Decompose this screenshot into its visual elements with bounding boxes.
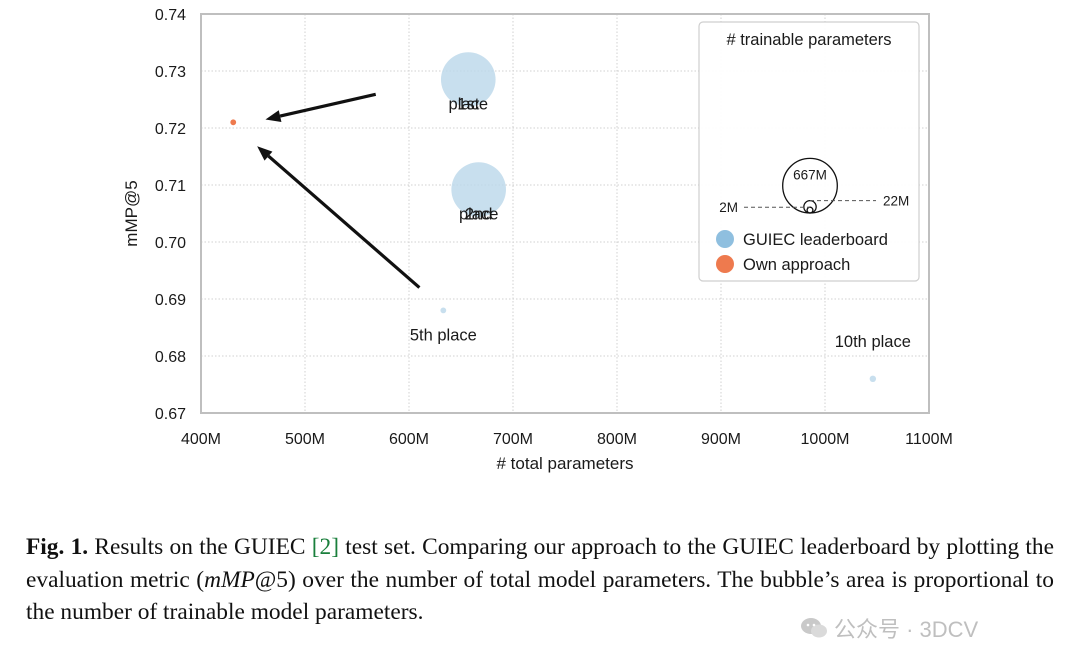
leaderboard-bubble — [440, 52, 496, 107]
caption-label: Fig. 1. — [26, 534, 89, 560]
legend-entry-label: Own approach — [743, 256, 850, 274]
y-tick-label: 0.68 — [155, 349, 186, 366]
x-tick-label: 1100M — [905, 431, 953, 448]
y-tick-label: 0.72 — [155, 121, 186, 138]
wechat-icon — [801, 618, 827, 638]
legend: # trainable parameters 667M 22M 2M GUIEC lea… — [698, 21, 920, 282]
x-tick-label: 400M — [181, 431, 221, 448]
arrow-head — [265, 110, 282, 122]
watermark-text: 公众号 · 3DCV — [834, 617, 979, 642]
plot-frame — [200, 13, 930, 414]
y-axis-label: mMP@5 — [122, 180, 141, 246]
arrow-layer — [257, 92, 421, 289]
watermark: 公众号 · 3DCV — [800, 612, 978, 644]
legend-marker-own — [716, 255, 734, 273]
x-tick-label: 800M — [597, 431, 637, 448]
caption-text-2: test set. Comparing our approach to the … — [26, 534, 1054, 593]
legend-size-label: 667M — [793, 168, 827, 183]
legend-marker-leaderboard — [716, 230, 734, 248]
legend-size-label: 2M — [719, 200, 738, 215]
bubble-layer — [230, 52, 877, 383]
bubble-label: 5th place — [410, 326, 477, 344]
bubble-chart: 400M 500M 600M 700M 800M 900M 1000M 1100M 0.670… — [122, 7, 953, 473]
caption-text-1: Results on the GUIEC — [88, 534, 312, 560]
x-tick-labels: 400M 500M 600M 700M 800M 900M 1000M 1100M — [181, 431, 953, 448]
y-tick-label: 0.73 — [155, 64, 186, 81]
bubble-label: place — [449, 96, 488, 114]
bubble-label: place — [459, 206, 498, 224]
leaderboard-bubble — [451, 162, 506, 217]
legend-entry-label: GUIEC leaderboard — [743, 231, 888, 249]
x-tick-label: 500M — [285, 431, 325, 448]
leaderboard-bubble — [869, 375, 877, 383]
y-tick-label: 0.69 — [155, 292, 186, 309]
bubble-label: 2nd — [465, 206, 493, 224]
x-tick-label: 1000M — [801, 431, 850, 448]
x-tick-label: 700M — [493, 431, 533, 448]
y-tick-labels: 0.67 0.68 0.69 0.70 0.71 0.72 0.73 0.74 — [155, 7, 186, 423]
y-tick-label: 0.71 — [155, 178, 186, 195]
x-axis-label: # total parameters — [496, 454, 633, 473]
caption-text-3: @5) over the number of total model param… — [26, 566, 1054, 626]
bubble-label: 10th place — [835, 333, 911, 351]
x-tick-label: 600M — [389, 431, 429, 448]
own-approach-bubble — [230, 119, 237, 126]
y-tick-label: 0.74 — [155, 7, 186, 24]
caption-math: mMP — [204, 566, 255, 593]
x-tick-label: 900M — [701, 431, 741, 448]
figure-caption: Fig. 1. Results on the GUIEC [2] test se… — [26, 531, 1054, 629]
legend-size-label: 22M — [883, 194, 909, 209]
y-tick-label: 0.67 — [155, 406, 186, 423]
arrow-shaft — [267, 154, 421, 289]
bubble-label: 1st — [457, 96, 479, 114]
arrow-shaft — [279, 92, 377, 118]
arrow-head — [257, 146, 273, 161]
caption-reference-link[interactable]: [2] — [311, 534, 340, 560]
y-tick-label: 0.70 — [155, 235, 186, 252]
leaderboard-bubble — [440, 307, 447, 314]
legend-title: # trainable parameters — [726, 31, 891, 49]
legend-box — [698, 21, 920, 282]
